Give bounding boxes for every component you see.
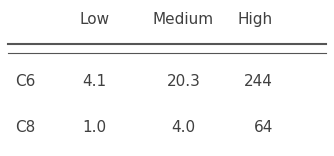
- Text: C6: C6: [15, 74, 35, 89]
- Text: Medium: Medium: [153, 12, 214, 27]
- Text: 20.3: 20.3: [167, 74, 200, 89]
- Text: 4.1: 4.1: [82, 74, 106, 89]
- Text: 64: 64: [254, 119, 273, 134]
- Text: Low: Low: [79, 12, 109, 27]
- Text: 1.0: 1.0: [82, 119, 106, 134]
- Text: 244: 244: [244, 74, 273, 89]
- Text: 4.0: 4.0: [171, 119, 196, 134]
- Text: High: High: [238, 12, 273, 27]
- Text: C8: C8: [15, 119, 35, 134]
